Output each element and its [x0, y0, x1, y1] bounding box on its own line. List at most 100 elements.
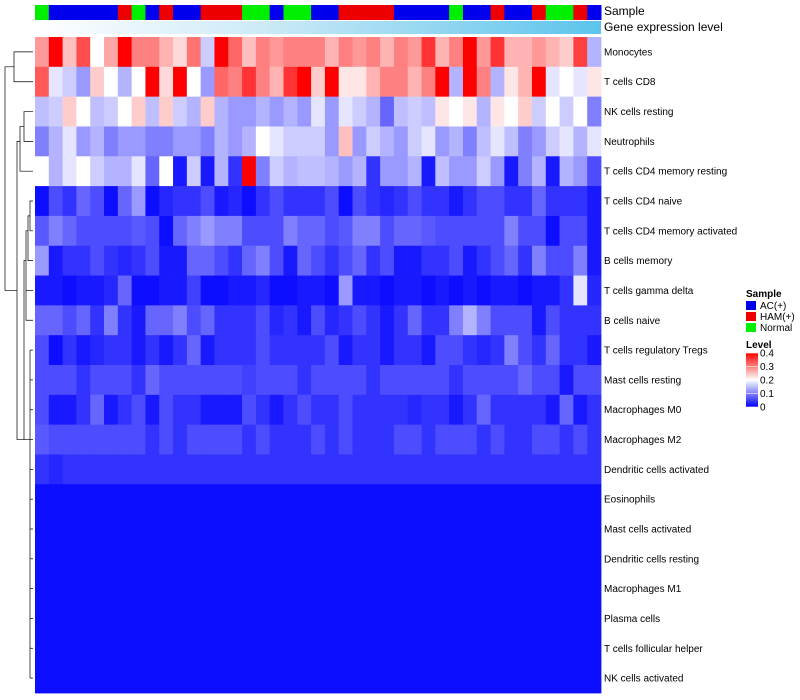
annotation-tracks — [35, 5, 602, 34]
heatmap-cell — [559, 37, 574, 68]
sample-annotation-cell — [269, 5, 284, 20]
heatmap-cell — [490, 215, 505, 247]
heatmap-cell — [35, 275, 50, 306]
heatmap-cell — [449, 66, 464, 98]
heatmap-cell — [352, 543, 367, 575]
row-label: Monocytes — [604, 47, 652, 58]
heatmap-cell — [366, 186, 381, 217]
heatmap-cell — [104, 156, 119, 187]
heatmap-cell — [255, 543, 271, 575]
heatmap-cell — [407, 215, 422, 247]
heatmap-cell — [90, 66, 105, 98]
heatmap-cell — [117, 245, 133, 276]
heatmap-cell — [117, 96, 133, 127]
heatmap-cell — [269, 484, 284, 515]
heatmap-cell — [490, 514, 505, 545]
heatmap-cell — [131, 663, 146, 694]
heatmap-cell — [476, 543, 491, 575]
heatmap-cell — [35, 126, 50, 157]
heatmap-cell — [476, 335, 491, 366]
heatmap-cell — [214, 454, 229, 485]
sample-annotation-cell — [421, 5, 436, 20]
heatmap-cell — [380, 633, 395, 664]
heatmap-cell — [587, 156, 602, 187]
heatmap-cell — [380, 215, 395, 247]
heatmap-cell — [76, 394, 91, 426]
heatmap-cell — [380, 275, 395, 306]
heatmap-cell — [324, 663, 340, 694]
heatmap-cell — [186, 305, 202, 336]
heatmap-cell — [545, 633, 560, 664]
heatmap-cell — [462, 484, 478, 515]
heatmap-cell — [462, 603, 478, 634]
heatmap-cell — [159, 335, 174, 366]
heatmap-cell — [338, 37, 353, 68]
heatmap-cell — [62, 573, 77, 604]
heatmap-cell — [324, 365, 340, 396]
row-label: NK cells resting — [604, 107, 673, 118]
heatmap-cell — [242, 573, 257, 604]
heatmap-cell — [531, 633, 547, 664]
heatmap-cell — [76, 484, 91, 515]
heatmap-cell — [449, 215, 464, 247]
sample-annotation-cell — [35, 5, 50, 20]
heatmap-cell — [200, 394, 215, 426]
heatmap-cell — [462, 96, 478, 127]
heatmap-cell — [62, 275, 77, 306]
heatmap-cell — [35, 394, 50, 426]
heatmap-cell — [531, 126, 547, 157]
heatmap-cell — [131, 484, 146, 515]
heatmap-cell — [435, 156, 450, 187]
heatmap-cell — [407, 603, 422, 634]
heatmap-cell — [131, 424, 146, 455]
heatmap-cell — [352, 245, 367, 276]
row-label: T cells CD4 memory resting — [604, 167, 727, 178]
heatmap-cell — [200, 663, 215, 694]
heatmap-cell — [48, 633, 64, 664]
heatmap-cell — [228, 365, 243, 396]
heatmap-cell — [186, 394, 202, 426]
heatmap-cell — [117, 126, 133, 157]
heatmap-cell — [407, 156, 422, 187]
legend-label-normal: Normal — [760, 323, 792, 334]
expression-annotation-bar — [35, 21, 601, 34]
heatmap-cell — [214, 603, 229, 634]
heatmap-cell — [200, 633, 215, 664]
heatmap-cell — [104, 66, 119, 98]
heatmap-cell — [573, 663, 588, 694]
heatmap-cell — [269, 215, 284, 247]
heatmap-cell — [311, 543, 326, 575]
heatmap-cell — [269, 245, 284, 276]
heatmap-cell — [366, 663, 381, 694]
heatmap-cell — [104, 275, 119, 306]
heatmap-cell — [297, 335, 312, 366]
heatmap-cell — [131, 126, 146, 157]
heatmap-cell — [380, 37, 395, 68]
heatmap-cell — [476, 215, 491, 247]
heatmap-cell — [297, 186, 312, 217]
row-label: T cells regulatory Tregs — [604, 346, 708, 357]
heatmap-cell — [76, 365, 91, 396]
heatmap-cell — [435, 305, 450, 336]
heatmap-cell — [145, 365, 160, 396]
heatmap-cell — [421, 96, 436, 127]
heatmap-cell — [186, 275, 202, 306]
heatmap-cell — [90, 305, 105, 336]
heatmap-cell — [476, 514, 491, 545]
heatmap-cell — [531, 603, 547, 634]
heatmap-cell — [352, 573, 367, 604]
heatmap-cell — [104, 37, 119, 68]
heatmap-cell — [504, 245, 519, 276]
sample-annotation-cell — [476, 5, 492, 20]
sample-annotation-cell — [200, 5, 215, 20]
heatmap-cell — [297, 96, 312, 127]
heatmap-cell — [200, 365, 215, 396]
heatmap-cell — [545, 186, 560, 217]
heatmap-cell — [504, 543, 519, 575]
heatmap-cell — [200, 573, 215, 604]
heatmap-cell — [76, 305, 91, 336]
heatmap-cell — [476, 663, 491, 694]
heatmap-cell — [338, 424, 353, 455]
heatmap-cell — [76, 126, 91, 157]
heatmap-cell — [131, 603, 146, 634]
